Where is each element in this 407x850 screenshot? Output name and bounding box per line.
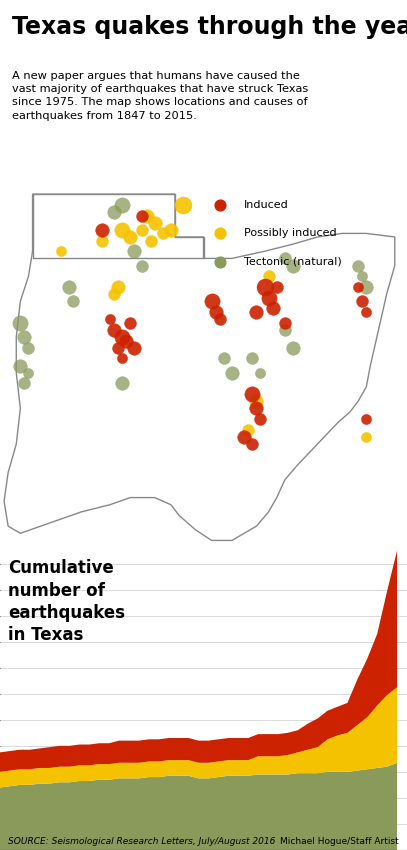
Point	[143, 209, 150, 223]
Point	[249, 437, 256, 451]
Point	[123, 334, 129, 348]
Point	[139, 209, 146, 223]
Point	[265, 291, 272, 304]
Point	[249, 388, 256, 401]
Point	[180, 198, 186, 212]
Point	[139, 223, 146, 236]
Point	[151, 216, 158, 230]
Point	[355, 280, 361, 294]
Point	[217, 227, 223, 241]
Point	[119, 377, 125, 390]
Point	[70, 294, 77, 308]
Point	[119, 330, 125, 343]
Point	[245, 423, 252, 437]
Point	[17, 316, 24, 330]
Point	[253, 305, 260, 319]
Text: A new paper argues that humans have caused the
vast majority of earthquakes that: A new paper argues that humans have caus…	[12, 71, 309, 121]
Point	[274, 280, 280, 294]
Point	[363, 305, 370, 319]
Point	[269, 302, 276, 315]
Point	[115, 341, 121, 354]
Point	[111, 287, 117, 301]
Point	[217, 198, 223, 212]
Point	[21, 377, 28, 390]
Point	[25, 341, 32, 354]
Point	[111, 205, 117, 218]
Point	[363, 430, 370, 444]
Point	[139, 258, 146, 272]
Text: Tectonic (natural): Tectonic (natural)	[244, 257, 342, 267]
Point	[355, 258, 361, 272]
Point	[241, 430, 247, 444]
Point	[147, 234, 154, 247]
Point	[98, 223, 105, 236]
Point	[217, 312, 223, 326]
Point	[115, 280, 121, 294]
Point	[17, 359, 24, 372]
Point	[119, 198, 125, 212]
Point	[282, 316, 288, 330]
Text: SOURCE: Seismological Research Letters, July/August 2016: SOURCE: Seismological Research Letters, …	[8, 836, 276, 846]
Point	[221, 352, 227, 366]
Point	[111, 323, 117, 337]
Point	[257, 366, 264, 379]
Point	[359, 294, 365, 308]
Point	[168, 223, 174, 236]
Point	[58, 245, 64, 258]
Point	[253, 394, 260, 408]
Point	[127, 230, 133, 244]
Point	[282, 252, 288, 265]
Point	[160, 227, 166, 241]
Point	[253, 401, 260, 415]
Point	[217, 255, 223, 269]
Point	[131, 245, 138, 258]
Text: Cumulative
number of
earthquakes
in Texas: Cumulative number of earthquakes in Texa…	[8, 559, 125, 644]
Point	[363, 280, 370, 294]
Text: Possibly induced: Possibly induced	[244, 229, 337, 238]
Point	[359, 269, 365, 283]
Point	[257, 412, 264, 426]
Point	[229, 366, 235, 379]
Text: Induced: Induced	[244, 200, 289, 210]
Point	[290, 258, 296, 272]
Point	[261, 280, 268, 294]
Text: Michael Hogue/Staff Artist: Michael Hogue/Staff Artist	[280, 836, 399, 846]
Point	[208, 294, 215, 308]
Text: Texas quakes through the years: Texas quakes through the years	[12, 15, 407, 39]
Point	[107, 312, 113, 326]
Point	[21, 330, 28, 343]
Point	[98, 234, 105, 247]
Point	[290, 341, 296, 354]
Point	[212, 305, 219, 319]
Point	[131, 341, 138, 354]
Point	[265, 269, 272, 283]
Point	[25, 366, 32, 379]
Point	[119, 223, 125, 236]
Point	[127, 316, 133, 330]
Point	[363, 412, 370, 426]
Point	[249, 352, 256, 366]
Point	[282, 323, 288, 337]
Point	[119, 352, 125, 366]
Point	[66, 280, 72, 294]
